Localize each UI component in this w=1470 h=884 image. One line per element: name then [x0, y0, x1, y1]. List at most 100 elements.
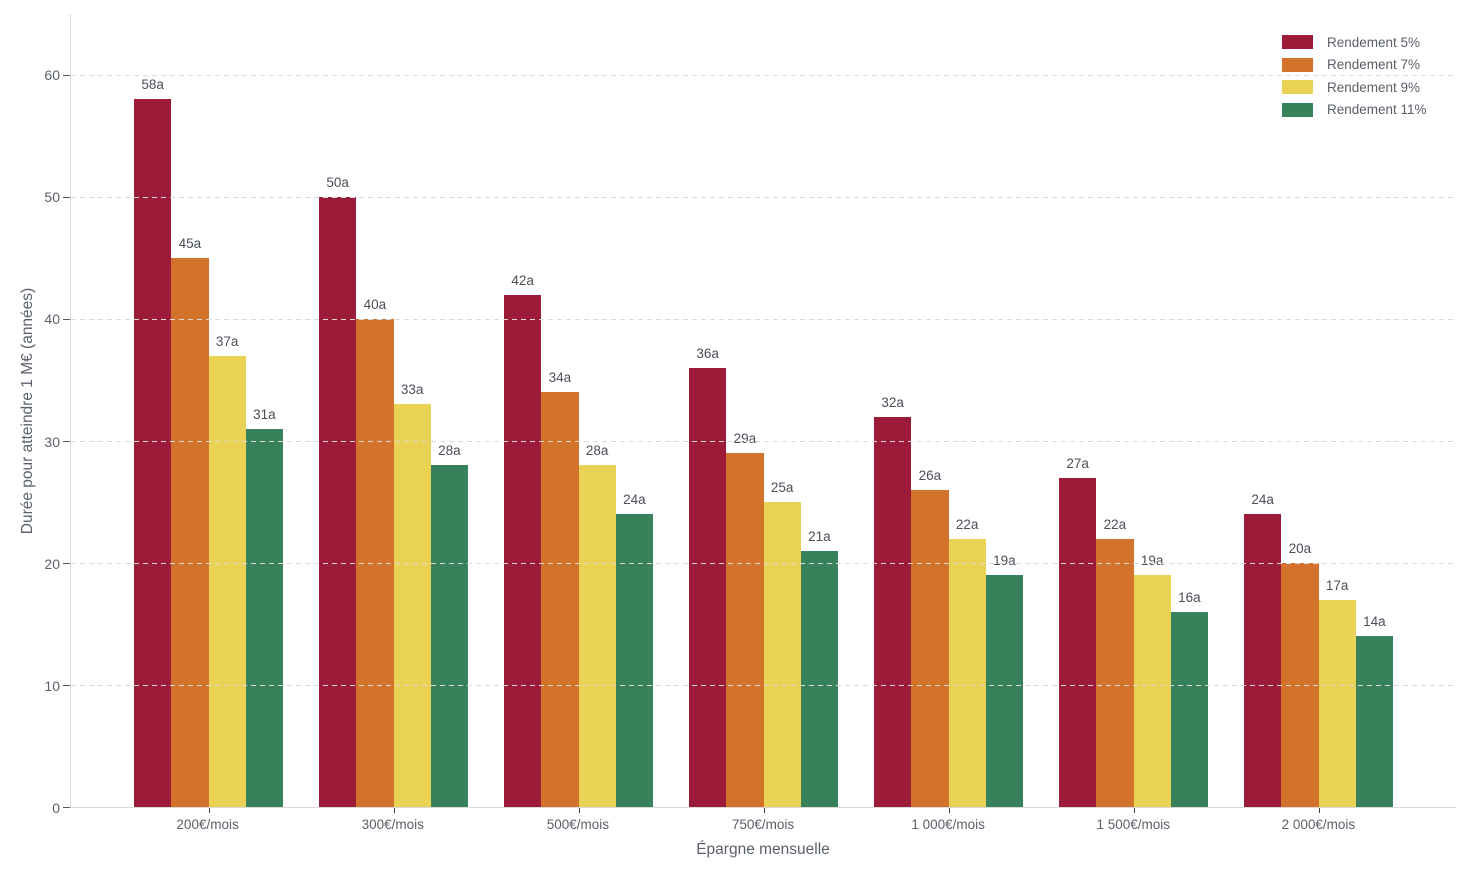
x-tick-label: 500€/mois [546, 817, 609, 832]
bar-column: 37a [208, 14, 246, 807]
bar-group-1: 58a 45a 37a 31a [116, 14, 301, 813]
bar-value-label: 28a [585, 443, 609, 459]
y-tick-mark [63, 318, 70, 321]
bar-rendement-11- [1355, 636, 1393, 807]
legend-item: Rendement 9% [1282, 76, 1427, 99]
legend-swatch-icon [1282, 57, 1313, 72]
bar-value-label: 17a [1325, 577, 1349, 593]
y-tick-mark [63, 684, 70, 687]
bar-value-label: 14a [1363, 614, 1386, 630]
bar-column: 33a [393, 14, 431, 807]
bar-rendement-9- [763, 502, 801, 807]
bar-rendement-11- [430, 465, 468, 807]
bar-group-inner: 36a 29a 25a 21a [689, 14, 838, 807]
x-tick-label: 2 000€/mois [1281, 817, 1356, 832]
bar-column: 24a [1244, 14, 1282, 807]
bar-rendement-9- [578, 465, 616, 807]
x-tick-label: 1 000€/mois [911, 817, 985, 832]
bar-rendement-11- [800, 550, 838, 807]
bar-rendement-7- [1096, 538, 1134, 807]
bar-column: 19a [1133, 14, 1171, 807]
bar-value-label: 26a [918, 467, 942, 483]
bar-column: 34a [541, 14, 579, 807]
bar-column: 40a [356, 14, 394, 807]
x-tick-label: 300€/mois [361, 817, 424, 832]
legend-item: Rendement 11% [1282, 99, 1427, 122]
bar-rendement-5- [689, 367, 727, 807]
bar-value-label: 37a [215, 333, 239, 349]
bar-column: 45a [171, 14, 209, 807]
bar-value-label: 19a [1140, 553, 1164, 569]
legend-label: Rendement 7% [1327, 57, 1421, 73]
bar-rendement-11- [615, 514, 653, 807]
x-tick-mark [208, 808, 210, 813]
bar-group-7: 24a 20a 17a 14a [1226, 14, 1411, 813]
x-tick-label: 1 500€/mois [1096, 817, 1171, 832]
x-tick-mark [948, 808, 950, 813]
x-axis-tick-labels: 200€/mois 300€/mois 500€/mois 750€/mois 1 00… [115, 817, 1411, 832]
y-tick-label: 10 [44, 677, 60, 694]
bar-rendement-9- [208, 355, 246, 807]
bar-rendement-5- [134, 99, 172, 807]
bar-column: 27a [1059, 14, 1097, 807]
bar-group-inner: 42a 34a 28a 24a [504, 14, 653, 807]
legend-label: Rendement 9% [1327, 79, 1421, 95]
bar-column: 22a [1096, 14, 1134, 807]
bar-rendement-9- [1318, 599, 1356, 807]
x-tick-label: 750€/mois [731, 817, 795, 832]
y-tick-mark [63, 74, 70, 76]
y-tick-label: 50 [44, 189, 60, 206]
bar-column: 32a [874, 14, 912, 807]
bar-column: 25a [763, 14, 801, 807]
bar-column: 28a [430, 14, 468, 807]
bar-rendement-7- [911, 489, 949, 807]
legend-item: Rendement 7% [1282, 54, 1427, 77]
bar-rendement-7- [1281, 563, 1319, 807]
legend-swatch-icon [1282, 102, 1313, 117]
y-tick-mark [63, 806, 70, 808]
bar-rendement-11- [245, 428, 283, 807]
bar-group-inner: 24a 20a 17a 14a [1244, 14, 1393, 807]
legend-swatch-icon [1282, 80, 1313, 95]
bar-group-inner: 50a 40a 33a 28a [319, 14, 468, 807]
plot-area: 58a 45a 37a 31a 50a 40a 33a 28a 42a 34a 28a 24a 36a 2… [63, 14, 1456, 813]
bar-group-inner: 58a 45a 37a 31a [134, 14, 283, 807]
bar-column: 17a [1318, 14, 1356, 807]
bar-value-label: 27a [1066, 455, 1089, 471]
bar-value-label: 29a [733, 431, 757, 447]
bar-value-label: 33a [400, 382, 424, 398]
bar-rendement-7- [356, 319, 394, 807]
bar-rendement-5- [1059, 477, 1097, 807]
bar-column: 29a [726, 14, 764, 807]
bar-rendement-11- [985, 575, 1023, 807]
bar-column: 58a [134, 14, 172, 807]
y-axis-tick-labels: 0 10 20 30 40 50 60 [0, 14, 60, 816]
bar-value-label: 58a [141, 77, 164, 93]
y-tick-label: 20 [44, 555, 60, 572]
bars-container: 58a 45a 37a 31a 50a 40a 33a 28a 42a 34a 28a 24a 36a 2… [116, 14, 1411, 813]
bar-group-inner: 27a 22a 19a 16a [1059, 14, 1208, 807]
bar-rendement-7- [541, 392, 579, 807]
bar-value-label: 22a [1103, 516, 1127, 532]
bar-rendement-5- [874, 416, 912, 807]
bar-column: 24a [615, 14, 653, 807]
bar-group-inner: 32a 26a 22a 19a [874, 14, 1023, 807]
legend-label: Rendement 11% [1327, 102, 1427, 118]
bar-group-5: 32a 26a 22a 19a [856, 14, 1041, 813]
bar-value-label: 24a [623, 492, 646, 508]
y-tick-mark [63, 196, 70, 198]
bar-rendement-5- [1244, 514, 1282, 807]
bar-value-label: 31a [253, 406, 276, 422]
bar-value-label: 22a [955, 516, 979, 532]
bar-value-label: 24a [1251, 492, 1274, 508]
bar-column: 19a [985, 14, 1023, 807]
bar-column: 36a [689, 14, 727, 807]
bar-value-label: 32a [881, 394, 904, 410]
y-tick-mark [63, 440, 70, 442]
bar-column: 31a [245, 14, 283, 807]
bar-group-2: 50a 40a 33a 28a [301, 14, 486, 813]
x-tick-mark [393, 808, 395, 813]
bar-column: 14a [1355, 14, 1393, 807]
bar-group-6: 27a 22a 19a 16a [1041, 14, 1226, 813]
x-tick-mark [1133, 808, 1135, 813]
